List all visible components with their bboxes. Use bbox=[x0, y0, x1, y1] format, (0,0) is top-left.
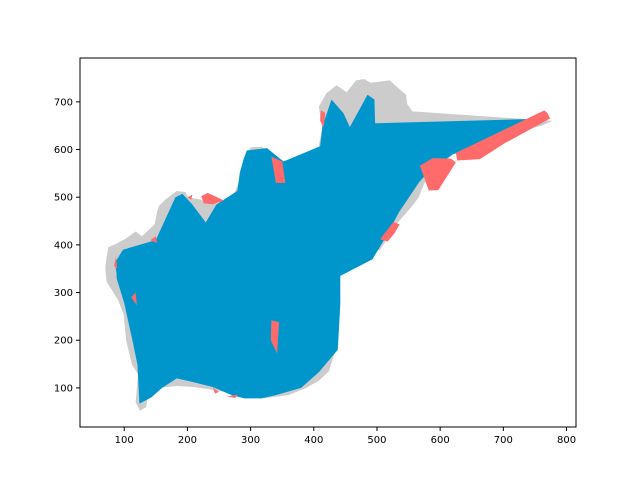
error-region-6 bbox=[212, 387, 219, 394]
x-tick-label: 200 bbox=[178, 435, 197, 446]
x-axis: 100 200 300 400 500 600 700 800 bbox=[115, 427, 576, 446]
prediction-region bbox=[114, 94, 548, 404]
error-region-2 bbox=[131, 292, 137, 306]
error-region-5 bbox=[201, 192, 225, 205]
y-tick-label: 400 bbox=[54, 240, 73, 251]
error-region-10 bbox=[320, 110, 326, 127]
x-tick-label: 100 bbox=[115, 435, 134, 446]
x-tick-label: 400 bbox=[304, 435, 323, 446]
y-tick-label: 300 bbox=[54, 288, 73, 299]
error-region-8 bbox=[270, 320, 279, 354]
error-region-9 bbox=[271, 156, 286, 183]
error-region-13 bbox=[455, 110, 551, 161]
error-region-3 bbox=[150, 236, 158, 243]
axes-frame bbox=[79, 57, 577, 428]
y-tick-label: 600 bbox=[54, 145, 73, 156]
x-tick-label: 500 bbox=[367, 435, 386, 446]
x-tick-label: 600 bbox=[431, 435, 450, 446]
error-region-11 bbox=[380, 222, 400, 242]
error-region-12 bbox=[419, 158, 456, 191]
error-region-7 bbox=[226, 394, 238, 398]
y-tick-label: 100 bbox=[54, 383, 73, 394]
plot-area bbox=[105, 79, 553, 411]
error-region-1 bbox=[114, 256, 118, 269]
x-tick-label: 800 bbox=[557, 435, 576, 446]
x-tick-label: 300 bbox=[241, 435, 260, 446]
y-tick-label: 700 bbox=[54, 97, 73, 108]
error-region-4 bbox=[187, 194, 193, 200]
y-tick-label: 200 bbox=[54, 336, 73, 347]
y-axis: 100 200 300 400 500 600 700 bbox=[54, 97, 80, 394]
x-tick-label: 700 bbox=[494, 435, 513, 446]
y-tick-label: 500 bbox=[54, 193, 73, 204]
